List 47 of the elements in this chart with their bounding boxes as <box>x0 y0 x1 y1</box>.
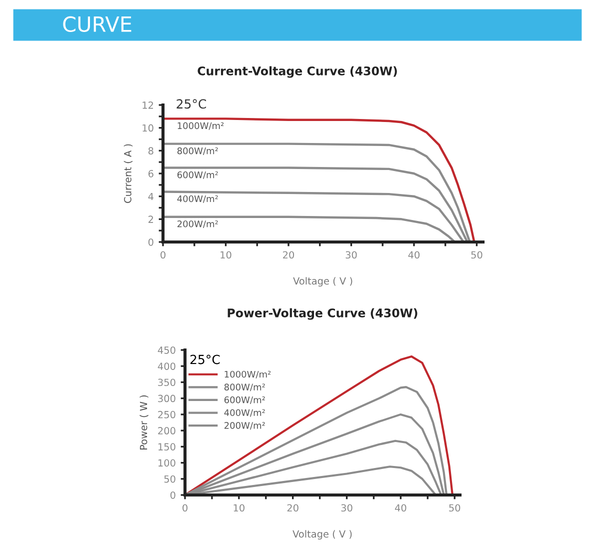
y-tick-label: 0 <box>170 491 176 499</box>
text: CURVE <box>63 16 132 32</box>
y-tick-label: 400 <box>158 362 176 370</box>
x-tick-label: 10 <box>234 504 244 512</box>
series-label: 400W/m² <box>177 195 218 203</box>
x-tick-label: 40 <box>394 504 406 512</box>
chart-title: Power-Voltage Curve (430W) <box>228 308 418 320</box>
y-tick-label: 8 <box>148 147 154 154</box>
x-tick-label: 40 <box>408 251 420 259</box>
x-tick-label: 30 <box>346 251 357 259</box>
y-tick-label: 350 <box>158 378 176 386</box>
y-tick-label: 100 <box>158 459 176 467</box>
y-axis-title: Current ( A ) <box>124 144 133 203</box>
legend-label: 1000W/m² <box>224 370 271 378</box>
y-tick-label: 300 <box>158 394 176 402</box>
x-tick-label: 10 <box>220 251 232 259</box>
legend-label: 600W/m² <box>224 396 265 404</box>
legend-label: 200W/m² <box>224 422 265 430</box>
y-tick-label: 0 <box>148 238 154 246</box>
y-tick-label: 200 <box>158 427 176 434</box>
series-label: 1000W/m² <box>178 122 224 130</box>
series-label: 800W/m² <box>177 147 218 155</box>
y-tick-label: 250 <box>158 410 176 418</box>
x-tick-label: 20 <box>283 251 294 259</box>
y-tick-label: 10 <box>142 124 154 132</box>
x-tick-label: 20 <box>287 504 298 512</box>
annotation: 25°C <box>176 99 206 109</box>
y-tick-label: 12 <box>142 101 153 109</box>
chart-title: Current-Voltage Curve (430W) <box>198 66 397 78</box>
x-tick-label: 50 <box>449 504 460 512</box>
x-axis-title: Voltage ( V ) <box>292 530 352 540</box>
x-tick-label: 0 <box>182 504 188 512</box>
y-tick-label: 450 <box>158 346 176 354</box>
y-tick-label: 50 <box>164 475 176 483</box>
y-tick-label: 6 <box>148 170 154 178</box>
y-tick-label: 4 <box>148 192 154 200</box>
y-tick-label: 150 <box>158 443 176 450</box>
legend-label: 400W/m² <box>224 409 265 417</box>
y-tick-label: 2 <box>148 216 153 223</box>
x-tick-label: 30 <box>341 504 352 512</box>
legend-title: 25°C <box>190 354 220 364</box>
x-tick-label: 50 <box>471 251 482 259</box>
x-axis-title: Voltage ( V ) <box>293 277 352 287</box>
y-axis-title: Power ( W ) <box>140 395 148 450</box>
series-label: 600W/m² <box>177 171 218 179</box>
series-label: 200W/m² <box>177 220 218 228</box>
legend-label: 800W/m² <box>224 384 265 392</box>
